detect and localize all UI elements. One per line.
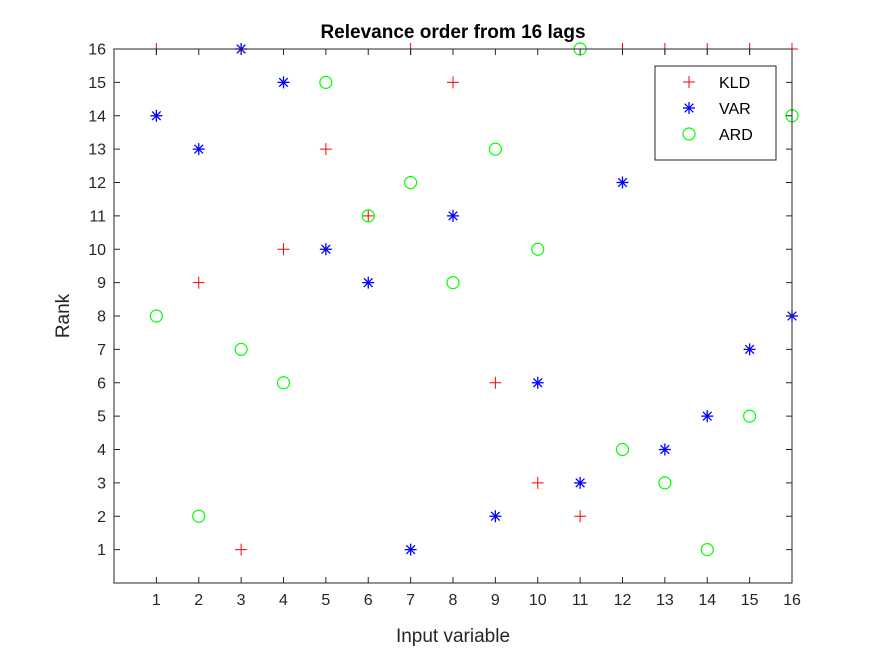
ard-point xyxy=(446,276,460,290)
legend-box xyxy=(654,65,777,161)
y-tick-label: 5 xyxy=(97,409,106,426)
y-tick-label: 4 xyxy=(97,442,106,459)
legend-kld-label: KLD xyxy=(719,75,750,92)
y-tick-label: 14 xyxy=(88,108,106,125)
var-point xyxy=(192,143,205,156)
x-axis-ticks: 1 2 3 4 5 6 7 8 9 10 11 12 13 14 15 16 xyxy=(152,49,801,609)
ard-point xyxy=(615,442,630,457)
x-tick-label: 12 xyxy=(614,592,632,609)
legend-kld-marker xyxy=(683,76,695,88)
x-axis-label: Input variable xyxy=(396,626,510,647)
x-tick-label: 11 xyxy=(572,592,589,609)
y-tick-label: 2 xyxy=(97,509,106,526)
x-tick-label: 3 xyxy=(237,592,246,609)
legend: KLD VAR ARD xyxy=(654,65,777,161)
y-tick-label: 16 xyxy=(88,42,106,59)
x-tick-label: 10 xyxy=(529,592,547,609)
kld-point xyxy=(531,476,544,489)
var-point xyxy=(743,343,756,356)
var-point xyxy=(701,410,714,423)
kld-point xyxy=(489,376,502,389)
legend-ard-marker xyxy=(682,127,696,141)
kld-point xyxy=(319,143,332,156)
var-point xyxy=(574,476,587,489)
kld-point xyxy=(574,510,587,523)
x-tick-label: 13 xyxy=(656,592,674,609)
x-tick-label: 9 xyxy=(491,592,500,609)
ard-point xyxy=(488,142,502,156)
ard-point xyxy=(531,242,545,256)
ard-point xyxy=(404,175,418,190)
var-point xyxy=(531,376,544,389)
kld-point xyxy=(362,209,375,222)
var-point xyxy=(616,176,629,189)
y-tick-label: 11 xyxy=(89,208,106,225)
y-axis-label: Rank xyxy=(53,293,74,338)
x-tick-label: 15 xyxy=(741,592,759,609)
var-point xyxy=(277,76,290,89)
ard-point xyxy=(658,476,672,490)
x-tick-label: 14 xyxy=(698,592,716,609)
y-tick-label: 12 xyxy=(88,175,106,192)
ard-point xyxy=(700,543,714,557)
y-tick-label: 6 xyxy=(97,375,106,392)
var-point xyxy=(150,109,163,122)
y-tick-label: 8 xyxy=(97,309,106,326)
y-tick-label: 3 xyxy=(97,475,106,492)
kld-point xyxy=(235,543,248,556)
kld-point xyxy=(277,243,290,256)
var-point xyxy=(489,510,502,523)
y-tick-label: 1 xyxy=(97,542,106,559)
x-tick-label: 5 xyxy=(321,592,330,609)
x-tick-label: 4 xyxy=(279,592,288,609)
x-tick-label: 1 xyxy=(152,592,161,609)
x-tick-label: 2 xyxy=(194,592,203,609)
y-tick-label: 10 xyxy=(88,242,106,259)
y-tick-label: 15 xyxy=(88,75,106,92)
y-tick-label: 7 xyxy=(97,342,106,359)
ard-point xyxy=(276,376,291,390)
y-tick-label: 9 xyxy=(97,275,106,292)
x-tick-label: 16 xyxy=(783,592,801,609)
ard-point xyxy=(149,309,163,323)
ard-point xyxy=(361,209,375,223)
ard-point xyxy=(319,75,333,89)
x-tick-label: 8 xyxy=(449,592,458,609)
x-tick-label: 6 xyxy=(364,592,373,609)
ard-point xyxy=(234,342,248,356)
var-point xyxy=(362,276,375,289)
x-tick-label: 7 xyxy=(406,592,415,609)
kld-point xyxy=(447,76,459,89)
ard-point xyxy=(192,509,206,523)
var-point xyxy=(319,243,332,256)
ard-point xyxy=(743,409,757,423)
var-point xyxy=(447,209,459,222)
kld-point xyxy=(192,276,205,289)
legend-var-label: VAR xyxy=(719,101,751,118)
legend-var-marker xyxy=(683,102,695,114)
var-point xyxy=(404,543,417,556)
y-tick-label: 13 xyxy=(88,142,106,159)
var-point xyxy=(658,443,671,456)
legend-ard-label: ARD xyxy=(719,127,753,144)
chart-title: Relevance order from 16 lags xyxy=(320,22,585,43)
